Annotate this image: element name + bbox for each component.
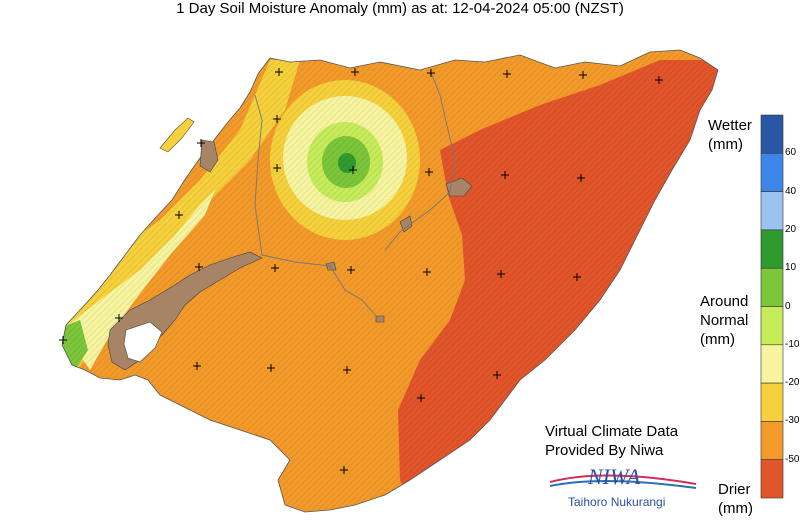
- legend-band: [760, 229, 784, 269]
- legend-drier-label: Drier (mm): [718, 481, 753, 517]
- credit-line2: Provided By Niwa: [545, 442, 664, 459]
- station-markers: [59, 68, 663, 474]
- legend-band: [760, 344, 784, 384]
- lake-small-1: [325, 261, 337, 271]
- legend-tick-label: 60: [785, 147, 797, 159]
- legend-band: [760, 306, 784, 346]
- legend-tick-label: -50: [785, 453, 800, 465]
- legend-tick-label: 0: [785, 300, 791, 312]
- legend-band: [760, 459, 784, 499]
- map-title: 1 Day Soil Moisture Anomaly (mm) as at: …: [176, 0, 624, 17]
- inlet-water: [123, 321, 163, 363]
- credit-line1: Virtual Climate Data: [545, 423, 679, 440]
- legend-tick-label: -30: [785, 415, 800, 427]
- region-boundary-east: [384, 69, 456, 251]
- legend-band: [760, 382, 784, 422]
- legend-tick-label: 20: [785, 223, 797, 235]
- lake-small-3: [399, 215, 413, 233]
- legend-tick-label: -20: [785, 377, 800, 389]
- legend-normal-label: Around Normal (mm): [700, 293, 749, 348]
- coastline: [61, 49, 719, 513]
- legend-wetter-label: Wetter (mm): [708, 117, 752, 153]
- niwa-logo-subtext: Taihoro Nukurangi: [568, 495, 665, 509]
- legend-band: [760, 153, 784, 192]
- legend-colorbar: [760, 114, 784, 499]
- lake-west: [199, 139, 219, 173]
- niwa-logo-text: NIWA: [587, 464, 641, 489]
- legend-band: [760, 267, 784, 307]
- niwa-logo: NIWA Taihoro Nukurangi: [549, 464, 697, 509]
- island: [159, 117, 195, 153]
- region-boundary: [254, 94, 379, 319]
- legend-tick-label: 10: [785, 262, 797, 274]
- lake-east: [445, 177, 473, 197]
- legend-band: [760, 114, 784, 154]
- legend-band: [760, 191, 784, 231]
- legend-tick-label: -10: [785, 338, 800, 350]
- legend-tick-label: 40: [785, 185, 797, 197]
- legend-band: [760, 421, 784, 460]
